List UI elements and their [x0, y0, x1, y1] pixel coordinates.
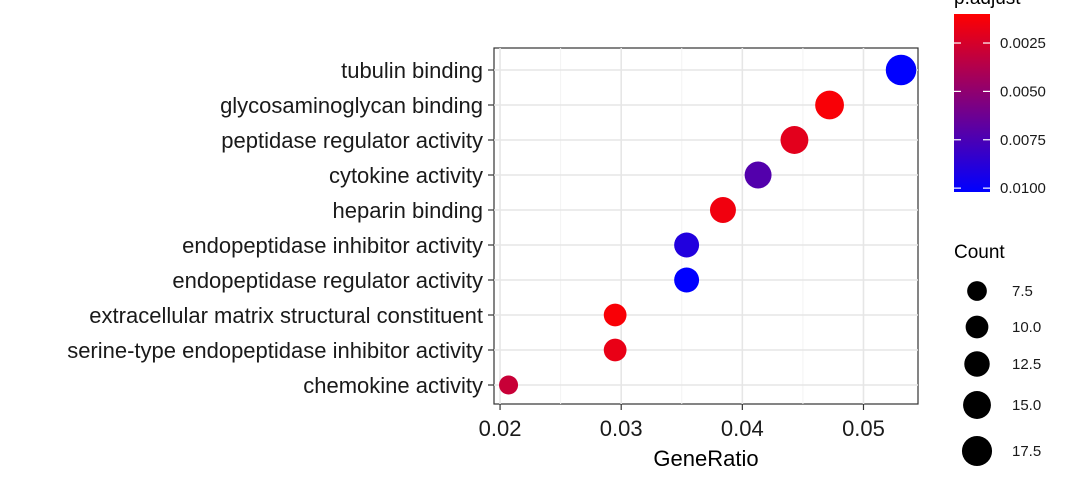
y-tick-label: peptidase regulator activity [221, 128, 483, 153]
x-axis: 0.02 0.03 0.04 0.05 [479, 404, 885, 441]
size-legend-key [967, 281, 987, 301]
x-tick-label: 0.05 [842, 416, 885, 441]
data-point [815, 90, 844, 120]
size-legend: Count 7.5 10.0 12.5 15.0 17.5 [954, 242, 1041, 467]
color-bar-label: 0.0100 [1000, 180, 1046, 197]
color-bar-label: 0.0050 [1000, 83, 1046, 100]
color-bar [954, 14, 990, 192]
size-legend-label: 10.0 [1012, 319, 1041, 336]
size-legend-keys: 7.5 10.0 12.5 15.0 17.5 [961, 281, 1041, 467]
data-point [603, 338, 627, 362]
data-point [709, 197, 736, 223]
grid-lines [494, 48, 918, 404]
data-point [603, 303, 627, 327]
color-bar-ticks: 0.0025 0.0050 0.0075 0.0100 [954, 35, 1046, 197]
color-bar-label: 0.0075 [1000, 132, 1046, 149]
y-tick-label: chemokine activity [303, 373, 483, 398]
size-legend-label: 15.0 [1012, 397, 1041, 414]
y-tick-label: heparin binding [333, 198, 483, 223]
x-tick-label: 0.04 [721, 416, 764, 441]
data-points [499, 54, 917, 395]
y-tick-label: endopeptidase inhibitor activity [182, 233, 483, 258]
y-tick-label: glycosaminoglycan binding [220, 93, 483, 118]
data-point [744, 161, 772, 189]
size-legend-title: Count [954, 242, 1005, 263]
y-tick-label: cytokine activity [329, 163, 483, 188]
color-legend: p.adjust 0.0025 0.0050 0.0075 0.0100 [954, 0, 1046, 197]
size-legend-key [963, 391, 991, 419]
y-axis: tubulin binding glycosaminoglycan binding… [67, 58, 494, 398]
data-point [674, 232, 700, 258]
size-legend-label: 12.5 [1012, 356, 1041, 373]
x-tick-label: 0.03 [600, 416, 643, 441]
size-legend-label: 7.5 [1012, 283, 1033, 300]
data-point [499, 375, 519, 395]
x-axis-title: GeneRatio [653, 446, 758, 471]
color-legend-title: p.adjust [954, 0, 1021, 9]
y-tick-label: extracellular matrix structural constitu… [89, 303, 483, 328]
plot-panel [493, 47, 919, 405]
data-point [674, 267, 700, 293]
data-point [885, 54, 917, 86]
size-legend-key [964, 351, 990, 377]
size-legend-label: 17.5 [1012, 443, 1041, 460]
data-point [780, 126, 809, 154]
x-tick-label: 0.02 [479, 416, 522, 441]
color-bar-label: 0.0025 [1000, 35, 1046, 52]
size-legend-key [965, 315, 989, 339]
size-legend-key [961, 435, 993, 467]
y-tick-label: tubulin binding [341, 58, 483, 83]
y-tick-label: endopeptidase regulator activity [172, 268, 483, 293]
y-tick-label: serine-type endopeptidase inhibitor acti… [67, 338, 483, 363]
